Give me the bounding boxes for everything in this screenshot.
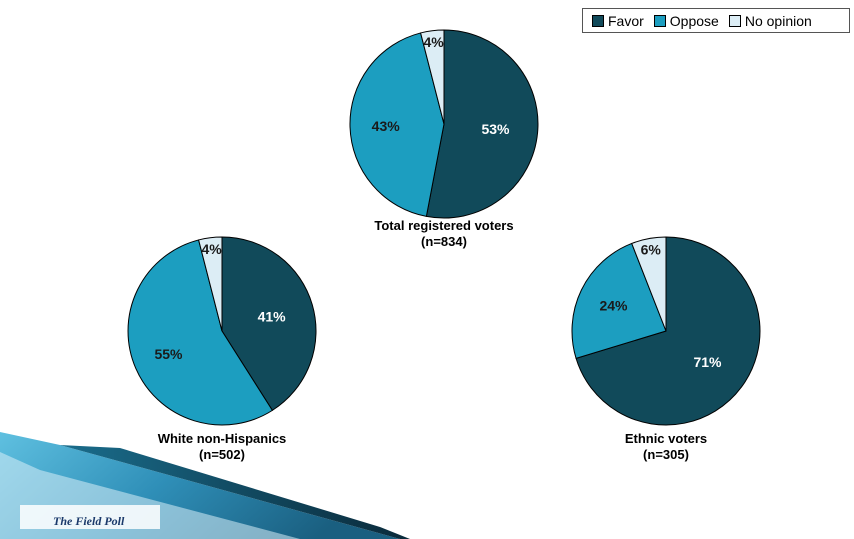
- pie-total-label-oppose: 43%: [372, 118, 401, 134]
- legend-item-no-opinion: No opinion: [728, 12, 812, 29]
- caption-total: Total registered voters (n=834): [324, 218, 564, 250]
- ribbon-dark-band: [60, 445, 410, 539]
- legend-item-oppose: Oppose: [653, 12, 719, 29]
- pie-white-slice-favor: [221, 236, 317, 412]
- pie-ethnic-label-favor: 71%: [693, 354, 722, 370]
- caption-ethnic-title: Ethnic voters: [624, 431, 708, 446]
- pie-ethnic: 71% 24% 6%: [571, 236, 761, 426]
- caption-ethnic: Ethnic voters (n=305): [546, 431, 786, 463]
- pie-white-label-favor: 41%: [258, 309, 287, 325]
- pie-total-slice-no-opinion: [420, 29, 445, 125]
- caption-total-title: Total registered voters: [374, 218, 514, 233]
- footer-ribbon: [0, 432, 410, 539]
- caption-white-n: (n=502): [199, 447, 245, 462]
- pie-total-slice-oppose: [349, 32, 445, 217]
- pie-total-label-favor: 53%: [481, 121, 510, 137]
- caption-ethnic-n: (n=305): [643, 447, 689, 462]
- pie-white: 41% 55% 4%: [127, 236, 317, 426]
- pie-white-slice-oppose: [127, 239, 274, 426]
- pie-ethnic-label-oppose: 24%: [599, 298, 628, 314]
- brand-plate: [20, 505, 160, 529]
- pie-ethnic-label-no-opinion: 6%: [641, 242, 662, 258]
- legend: Favor Oppose No opinion: [582, 8, 850, 33]
- pie-total: 53% 43% 4%: [349, 29, 539, 219]
- legend-swatch-oppose: [653, 14, 666, 27]
- pie-total-slice-favor: [425, 29, 539, 219]
- legend-label-no-opinion: No opinion: [744, 12, 812, 29]
- legend-item-favor: Favor: [592, 13, 644, 29]
- pie-ethnic-slice-no-opinion: [631, 236, 667, 332]
- pie-ethnic-slice-favor: [575, 236, 761, 426]
- pie-total-label-no-opinion: 4%: [423, 34, 444, 50]
- caption-white: White non-Hispanics (n=502): [102, 431, 342, 463]
- legend-swatch-favor: [592, 14, 604, 27]
- caption-total-n: (n=834): [421, 234, 467, 249]
- pie-white-slice-no-opinion: [198, 236, 223, 332]
- pie-white-label-oppose: 55%: [154, 346, 183, 362]
- pie-white-label-no-opinion: 4%: [201, 241, 222, 257]
- caption-white-title: White non-Hispanics: [157, 431, 287, 446]
- field-poll-brand: The Field Poll: [53, 514, 125, 528]
- legend-label-favor: Favor: [608, 12, 644, 29]
- legend-label-oppose: Oppose: [669, 12, 719, 29]
- pies-group: 53% 43% 4% 41% 55% 4% 71% 24% 6%: [127, 29, 761, 426]
- legend-swatch-no-opinion: [728, 14, 741, 27]
